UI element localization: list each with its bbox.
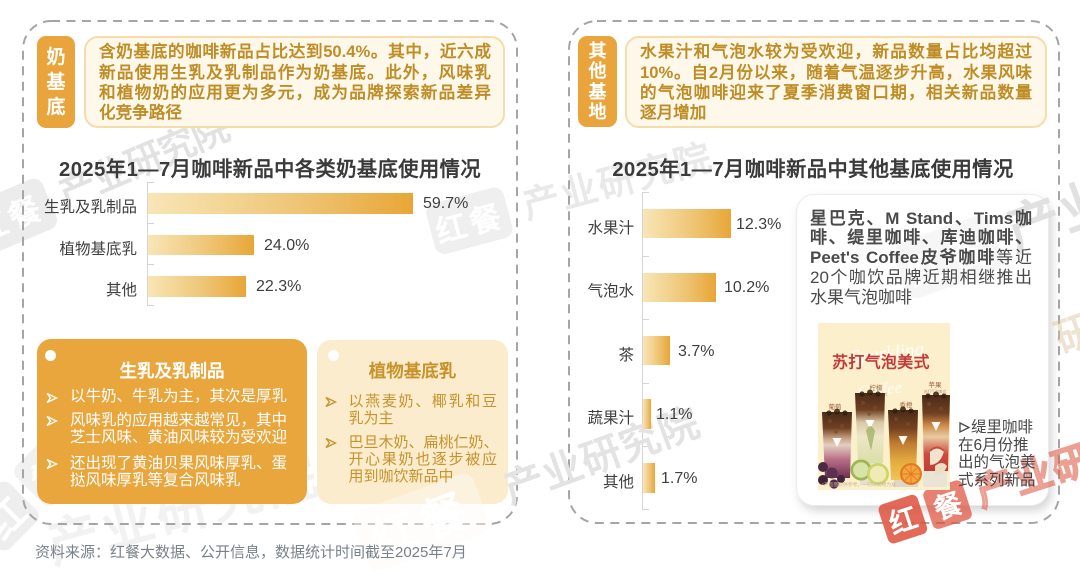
svg-text:苏打气泡美式: 苏打气泡美式 — [924, 389, 947, 394]
svg-text:葡萄: 葡萄 — [829, 402, 843, 411]
svg-text:香橙: 香橙 — [900, 400, 914, 409]
svg-text:柠檬: 柠檬 — [870, 383, 884, 392]
svg-text:*产品图仅供参考，一切以实物为准: *产品图仅供参考，一切以实物为准 — [822, 481, 896, 488]
svg-text:苹果: 苹果 — [929, 380, 943, 389]
svg-text:苏打气泡美式: 苏打气泡美式 — [832, 353, 930, 372]
